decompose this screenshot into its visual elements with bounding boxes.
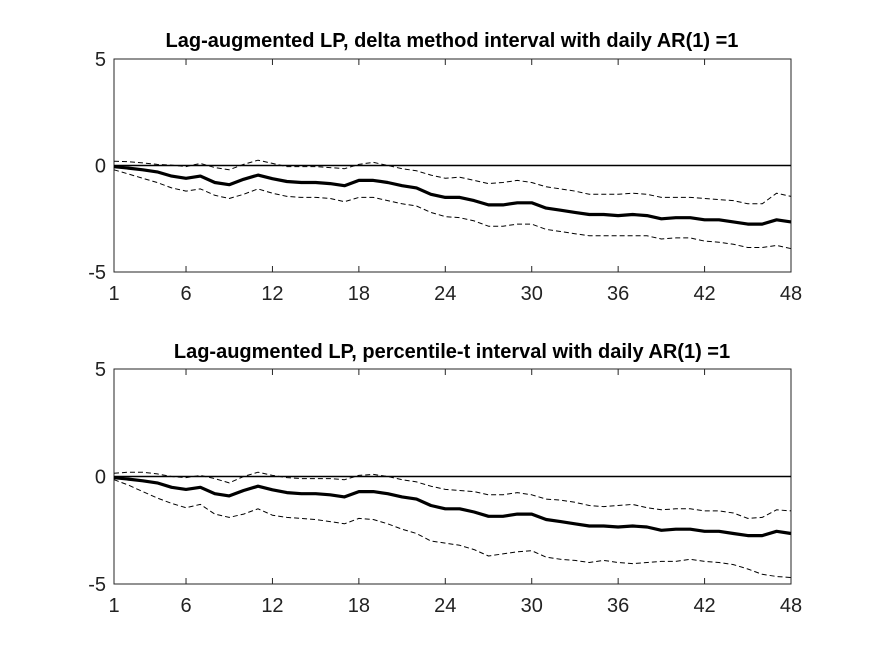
series-line-upper: [113, 159, 792, 205]
y-tick-label: 0: [95, 156, 106, 178]
series-line-estimate: [113, 165, 792, 226]
chart-title: Lag-augmented LP, percentile-t interval …: [174, 341, 730, 363]
series-line-upper: [113, 471, 792, 519]
x-tick-label: 36: [607, 595, 629, 617]
x-tick-label: 6: [180, 595, 191, 617]
x-tick-label: 42: [693, 283, 715, 305]
y-tick-label: 5: [95, 359, 106, 381]
x-tick-label: 18: [348, 595, 370, 617]
x-tick-label: 42: [693, 595, 715, 617]
x-tick-label: 12: [261, 595, 283, 617]
x-tick-label: 30: [521, 283, 543, 305]
x-tick-label: 18: [348, 283, 370, 305]
x-tick-label: 24: [434, 595, 456, 617]
x-tick-label: 48: [780, 595, 802, 617]
y-tick-label: -5: [88, 574, 106, 596]
x-tick-label: 48: [780, 283, 802, 305]
x-tick-label: 6: [180, 283, 191, 305]
chart-panel-2: 1 6 12 18 24 30 36 42 48 -5 0 5 Lag-augmented LP, pe…: [88, 341, 802, 617]
y-tick-label: 5: [95, 49, 106, 71]
series-line-lower: [113, 169, 792, 250]
y-tick-label: 0: [95, 467, 106, 489]
x-tick-label: 1: [108, 283, 119, 305]
chart-panel-1: 1 6 12 18 24 30 36 42 48 -5 0 5 Lag-augmented LP, de…: [88, 30, 802, 305]
series-line-estimate: [113, 476, 792, 538]
chart-title: Lag-augmented LP, delta method interval …: [166, 30, 739, 52]
x-tick-label: 30: [521, 595, 543, 617]
x-tick-label: 36: [607, 283, 629, 305]
x-tick-label: 12: [261, 283, 283, 305]
series-line-lower: [113, 479, 792, 578]
x-tick-label: 24: [434, 283, 456, 305]
y-tick-label: -5: [88, 262, 106, 284]
x-tick-label: 1: [108, 595, 119, 617]
